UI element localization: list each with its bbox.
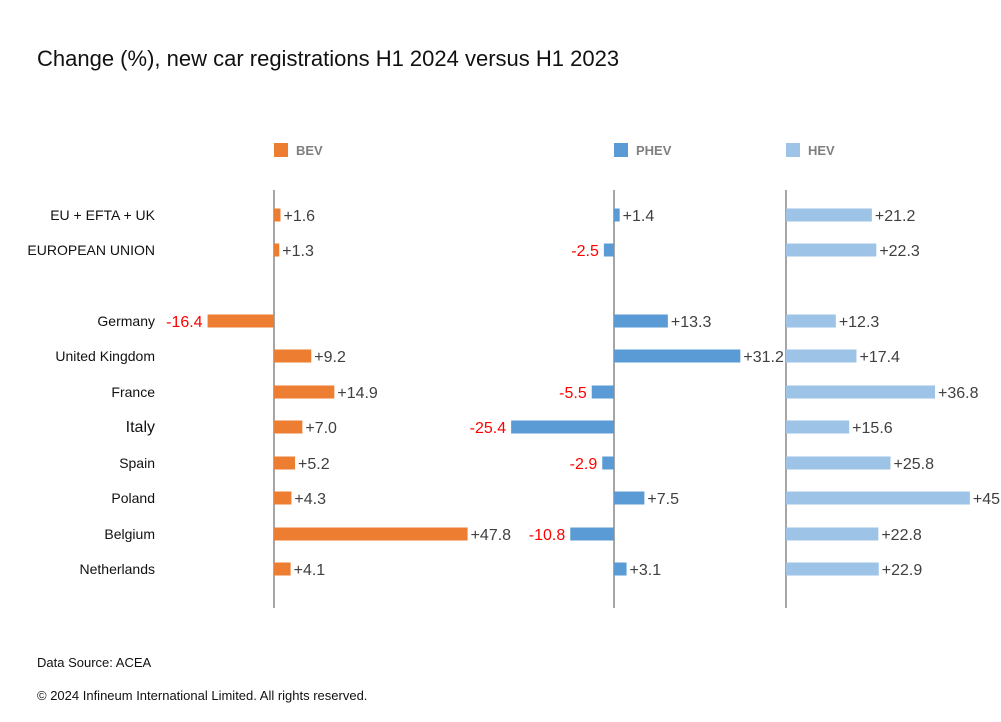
bev-bar [274,491,292,505]
bev-bar [274,349,312,363]
phev-legend-swatch [614,143,628,157]
phev-value-label: -2.9 [570,456,598,473]
bev-legend-swatch [274,143,288,157]
hev-legend-label: HEV [808,143,835,158]
bev-legend-label: BEV [296,143,323,158]
bev-value-label: +4.3 [294,491,326,508]
hev-value-label: +21.2 [875,208,916,225]
hev-bar [786,385,936,399]
phev-value-label: +13.3 [671,314,712,331]
phev-bar [511,420,614,434]
hev-bar [786,243,877,257]
phev-bar [614,349,741,363]
hev-value-label: +15.6 [852,420,893,437]
category-label: EUROPEAN UNION [27,242,155,258]
phev-bar [602,456,614,470]
data-source: Data Source: ACEA [37,655,152,670]
bev-bar [274,527,468,541]
bev-bar [274,208,281,222]
bev-bar [274,562,291,576]
phev-value-label: +1.4 [623,208,655,225]
copyright: © 2024 Infineum International Limited. A… [37,688,368,703]
hev-value-label: +12.3 [839,314,880,331]
hev-value-label: +25.8 [893,456,934,473]
category-label: United Kingdom [55,348,155,364]
chart-title: Change (%), new car registrations H1 202… [37,46,620,71]
hev-bar [786,527,879,541]
bev-value-label: +1.6 [283,208,315,225]
bev-value-label: -16.4 [166,314,203,331]
phev-bar [614,314,668,328]
category-label: Italy [126,419,155,436]
bev-bar [274,420,303,434]
phev-bar [570,527,614,541]
hev-bar [786,208,872,222]
phev-value-label: -25.4 [470,420,507,437]
phev-bar [614,491,645,505]
hev-value-label: +22.9 [882,562,923,579]
hev-bar [786,491,970,505]
hev-bar [786,349,857,363]
phev-bar [603,243,614,257]
phev-bar [614,208,620,222]
phev-value-label: +3.1 [630,562,662,579]
hev-bar [786,456,891,470]
phev-value-label: -2.5 [571,243,599,260]
bev-value-label: +7.0 [305,420,337,437]
category-label: EU + EFTA + UK [50,207,155,223]
hev-value-label: +22.8 [881,527,922,544]
phev-legend-label: PHEV [636,143,672,158]
category-label: Poland [111,490,155,506]
bev-value-label: +9.2 [314,349,346,366]
bev-value-label: +14.9 [337,385,378,402]
hev-value-label: +36.8 [938,385,979,402]
hev-value-label: +17.4 [859,349,900,366]
hev-bar [786,420,850,434]
hev-bar [786,562,879,576]
bev-bar [274,243,280,257]
category-label: France [111,384,155,400]
bev-bar [274,456,296,470]
bev-value-label: +1.3 [282,243,314,260]
bev-value-label: +47.8 [471,527,512,544]
hev-legend-swatch [786,143,800,157]
bev-value-label: +5.2 [298,456,330,473]
phev-value-label: -5.5 [559,385,587,402]
category-label: Spain [119,455,155,471]
phev-value-label: +31.2 [743,349,784,366]
category-label: Germany [97,313,155,329]
bev-value-label: +4.1 [294,562,326,579]
category-label: Belgium [104,526,155,542]
phev-bar [591,385,614,399]
bev-bar [274,385,335,399]
category-label: Netherlands [80,561,156,577]
hev-bar [786,314,836,328]
bev-bar [207,314,274,328]
phev-value-label: +7.5 [647,491,679,508]
hev-value-label: +22.3 [879,243,920,260]
hev-value-label: +45.4 [973,491,1001,508]
phev-value-label: -10.8 [529,527,566,544]
phev-bar [614,562,627,576]
